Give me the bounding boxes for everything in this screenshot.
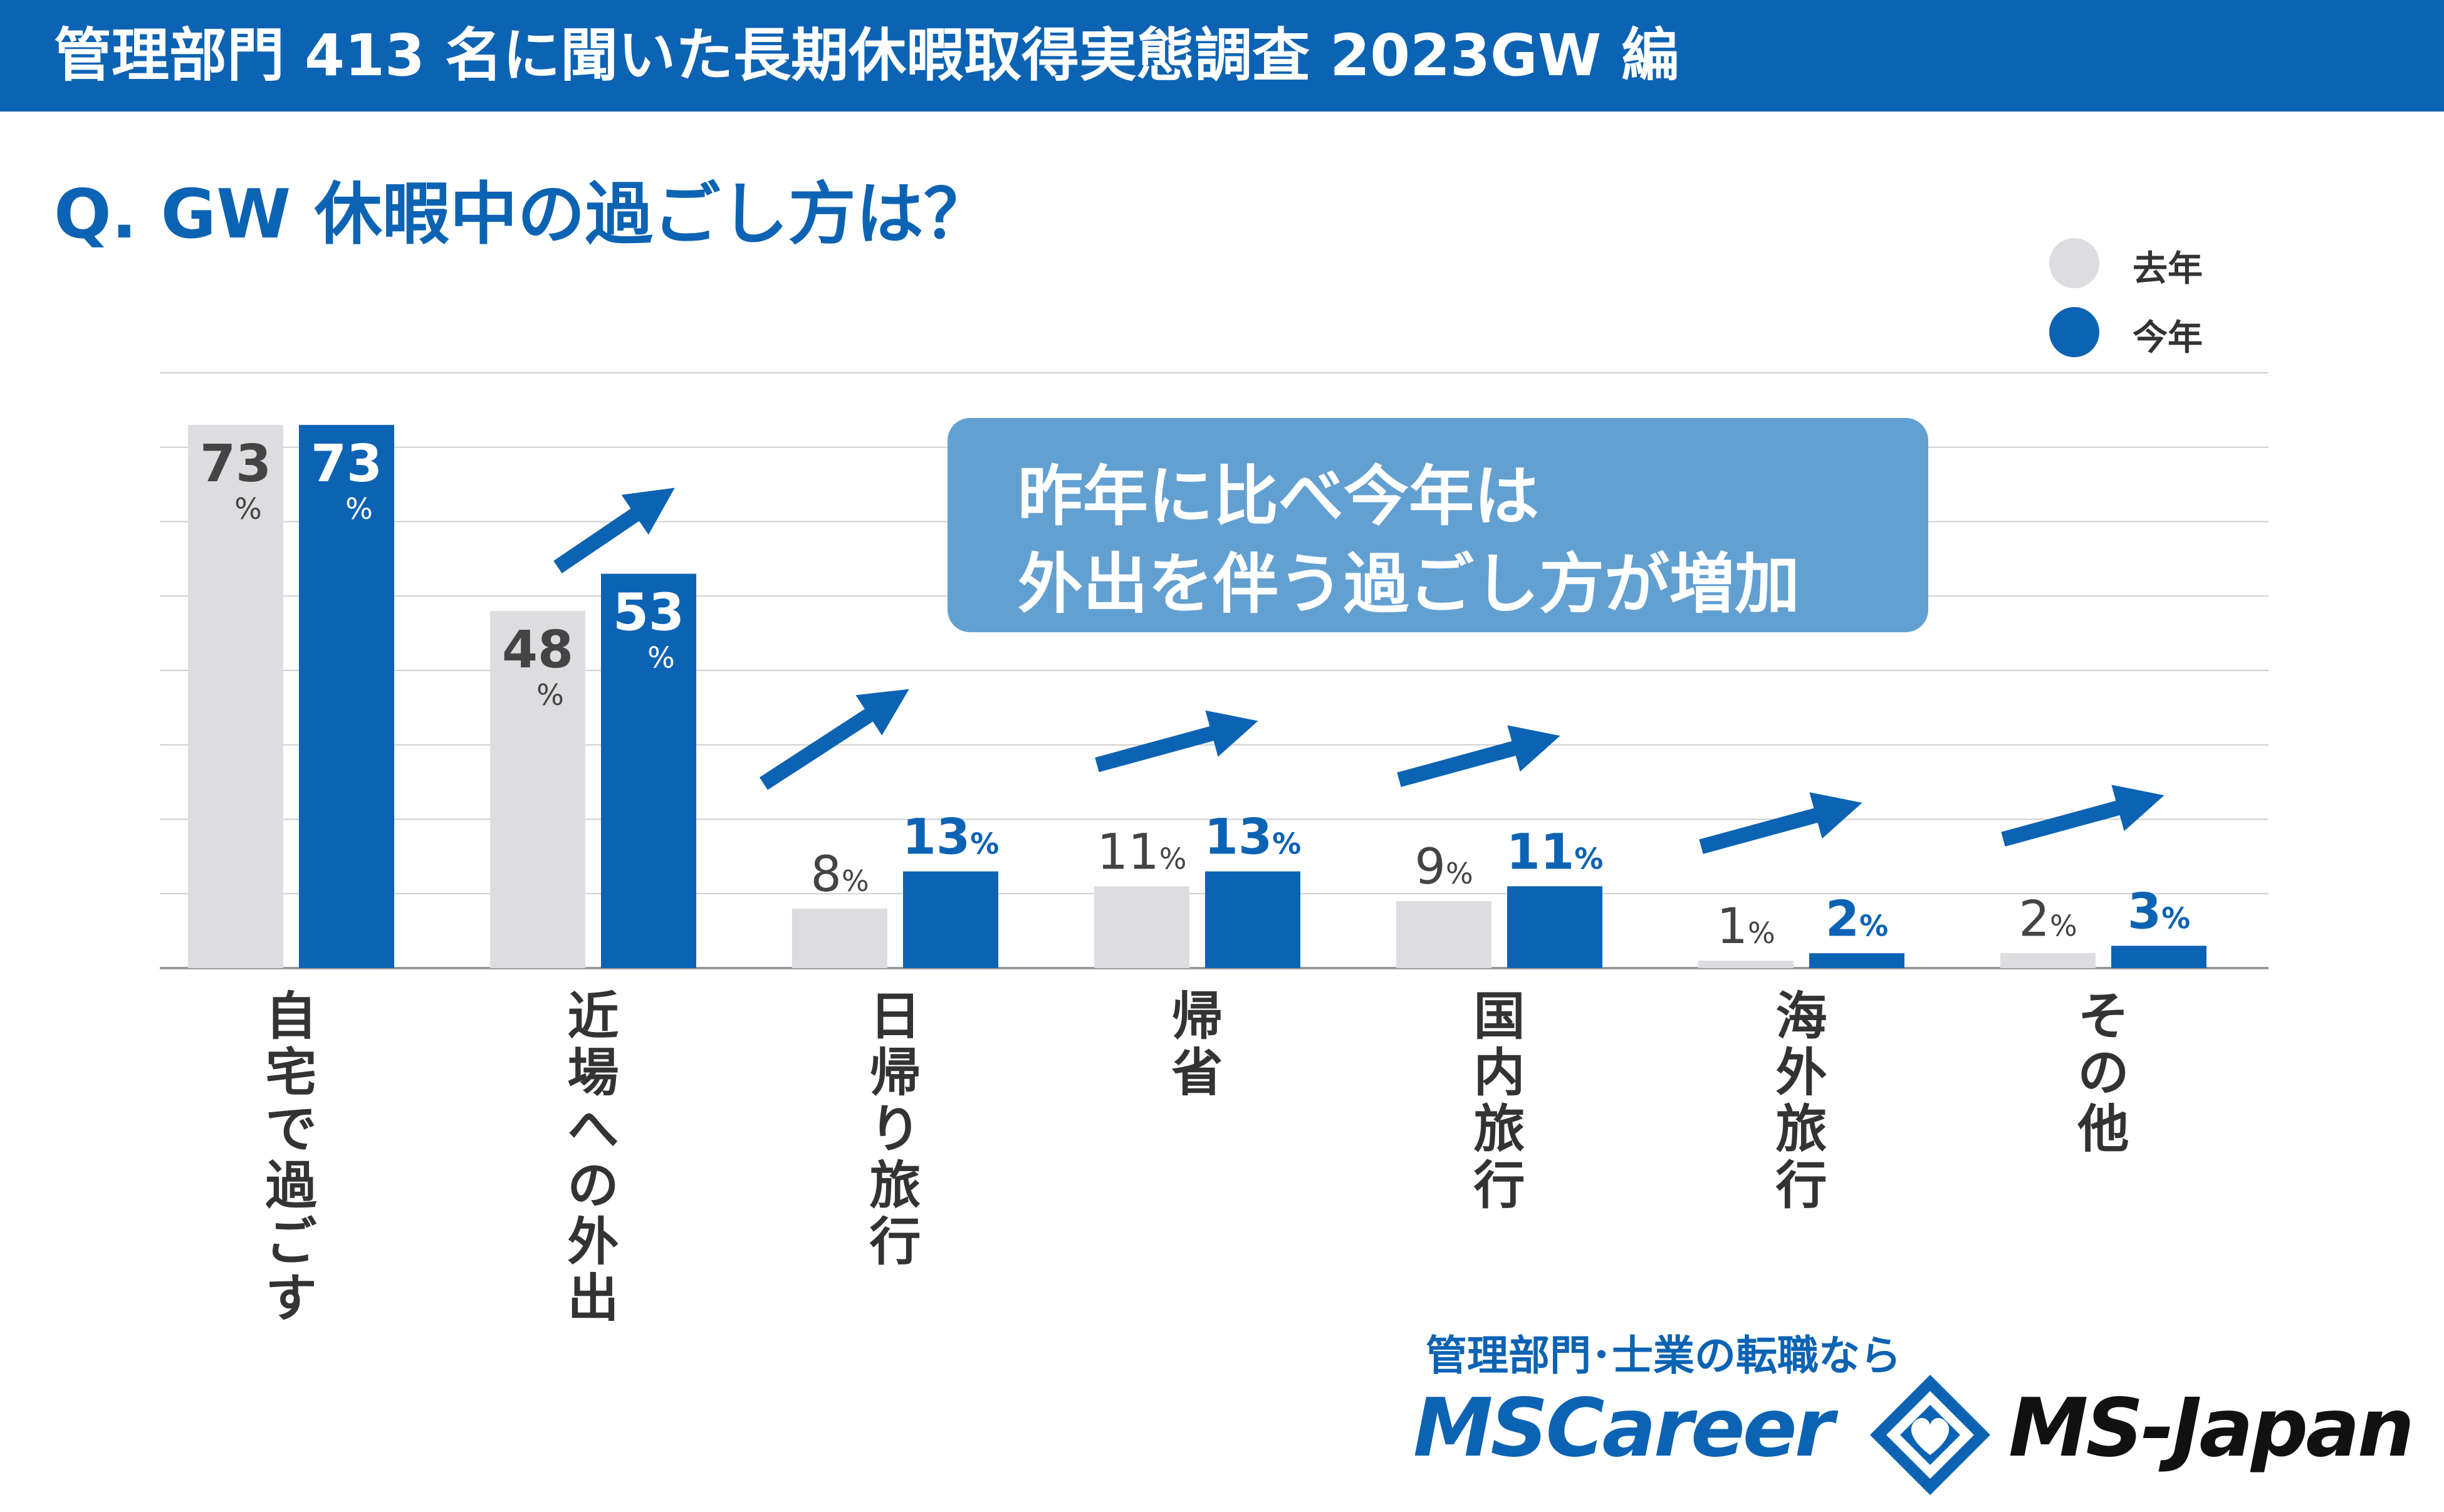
ms-japan-diamond-logo-icon [1870, 1375, 1990, 1495]
category-label: 帰 [1171, 987, 1223, 1046]
category-label: 国 [1473, 987, 1525, 1046]
category-label: の [567, 1156, 619, 1216]
value-label-this-year: 2% [1825, 891, 1888, 947]
increase-arrow-icon [1095, 710, 1258, 773]
bar-this-year [299, 425, 394, 968]
increase-arrow-icon [1699, 792, 1862, 854]
legend-swatch-last-year [2049, 238, 2099, 288]
bar-this-year [1809, 953, 1904, 968]
value-label-this-year: 53 [613, 583, 684, 643]
value-unit-last-year: % [234, 492, 262, 526]
value-label-this-year: 13% [902, 810, 1000, 866]
category-label: 外 [567, 1212, 619, 1272]
category-label: 海 [1775, 987, 1827, 1046]
bar-last-year [1396, 901, 1491, 968]
category-label: そ [2077, 987, 2129, 1046]
category-label: り [869, 1100, 921, 1159]
question-title: Q. GW 休暇中の過ごし方は？ [54, 175, 991, 254]
value-unit-last-year: % [536, 678, 564, 712]
callout-line-1: 昨年に比べ今年は [1018, 458, 1540, 534]
legend-swatch-this-year [2049, 307, 2099, 357]
page-title: 管理部門 413 名に聞いた長期休暇取得実態調査 2023GW 編 [54, 22, 1679, 89]
value-label-last-year: 2% [2018, 891, 2077, 947]
category-label: 行 [1473, 1156, 1525, 1216]
category-label: 近 [567, 987, 619, 1046]
category-label: で [265, 1100, 316, 1159]
callout-box: 昨年に比べ今年は 外出を伴う過ごし方が増加 [948, 418, 1928, 632]
category-label: 宅 [265, 1043, 316, 1103]
bar-last-year [490, 611, 585, 968]
category-label: 内 [1473, 1043, 1525, 1103]
category-label: 旅 [869, 1156, 921, 1216]
category-label: 日 [869, 987, 921, 1046]
category-label: の [2077, 1043, 2129, 1103]
bar-this-year [2111, 946, 2206, 968]
bar-this-year [1507, 886, 1602, 968]
bar-last-year [1094, 886, 1189, 968]
footer-caption: 管理部門･士業の転職なら [1426, 1332, 1901, 1380]
increase-arrow-icon [553, 487, 675, 573]
value-unit-this-year: % [345, 492, 373, 526]
value-label-this-year: 73 [311, 434, 382, 494]
legend-label-this-year: 今年 [2133, 318, 2203, 358]
category-label: 場 [567, 1043, 619, 1103]
value-label-this-year: 13% [1204, 810, 1302, 866]
category-label: へ [567, 1100, 619, 1159]
value-label-this-year: 11% [1507, 824, 1604, 880]
legend-item-this-year: 今年 [2049, 301, 2300, 363]
category-label: 帰 [869, 1043, 921, 1103]
increase-arrow-icon [1397, 725, 1560, 787]
ms-japan-logo: MS-Japan [2008, 1382, 2415, 1475]
category-label: 行 [1775, 1156, 1827, 1216]
category-label: 旅 [1775, 1100, 1827, 1159]
legend-label-last-year: 去年 [2133, 249, 2203, 289]
value-unit-this-year: % [647, 641, 675, 675]
value-label-last-year: 8% [810, 847, 869, 903]
value-label-last-year: 48 [502, 620, 573, 680]
category-label: す [265, 1269, 316, 1328]
category-label: 省 [1171, 1043, 1223, 1103]
bar-this-year [601, 573, 696, 968]
category-label: 旅 [1473, 1100, 1525, 1159]
legend-item-last-year: 去年 [2049, 232, 2300, 295]
category-label: 自 [265, 987, 316, 1046]
callout-line-2: 外出を伴う過ごし方が増加 [1018, 546, 1800, 622]
increase-arrow-icon [2001, 785, 2165, 847]
category-label: 外 [1775, 1043, 1827, 1103]
bar-last-year [188, 425, 283, 968]
increase-arrow-icon [759, 689, 909, 790]
category-label: ご [265, 1212, 316, 1272]
bar-last-year [792, 909, 887, 968]
value-label-last-year: 1% [1716, 899, 1775, 955]
category-label: 出 [567, 1269, 619, 1328]
value-label-last-year: 73 [200, 434, 271, 494]
bar-this-year [1205, 871, 1300, 968]
category-label: 過 [265, 1156, 317, 1216]
category-label: 他 [2077, 1100, 2129, 1159]
bar-last-year [2000, 953, 2096, 968]
value-label-last-year: 9% [1414, 839, 1473, 895]
bar-last-year [1698, 961, 1794, 968]
category-label: 行 [869, 1212, 921, 1272]
value-label-last-year: 11% [1097, 824, 1187, 880]
bar-this-year [903, 871, 998, 968]
value-label-this-year: 3% [2128, 884, 2190, 940]
mscareer-logo: MSCareer [1413, 1382, 1834, 1475]
header-band: 管理部門 413 名に聞いた長期休暇取得実態調査 2023GW 編 [0, 0, 2444, 112]
